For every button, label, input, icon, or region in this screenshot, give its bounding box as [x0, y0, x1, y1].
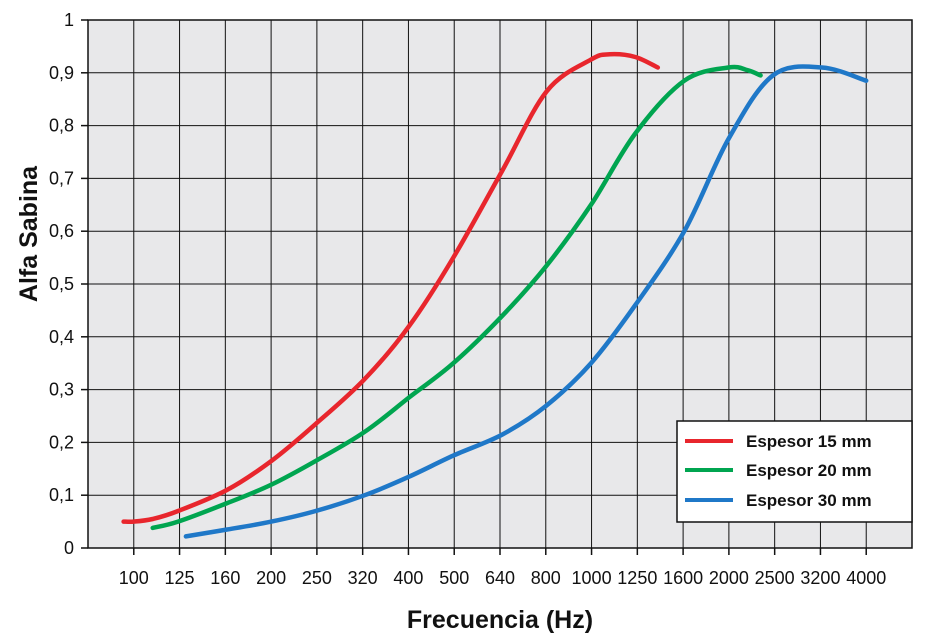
x-tick-label: 1600	[663, 568, 703, 588]
x-axis-ticks: 100 125 160 200 250 320 400 500 640 800 1000 1250 16…	[119, 548, 886, 588]
legend-label-20mm: Espesor 20 mm	[746, 461, 872, 480]
y-tick-label: 0,1	[49, 485, 74, 505]
y-tick-label: 0,4	[49, 327, 74, 347]
y-axis-ticks: 0 0,1 0,2 0,3 0,4 0,5 0,6 0,7 0,8 0,9 1	[49, 10, 88, 558]
x-tick-label: 200	[256, 568, 286, 588]
y-tick-label: 0,2	[49, 432, 74, 452]
x-tick-label: 1000	[572, 568, 612, 588]
x-axis-title: Frecuencia (Hz)	[407, 606, 593, 634]
y-tick-label: 0,9	[49, 63, 74, 83]
y-tick-label: 0,3	[49, 380, 74, 400]
x-tick-label: 3200	[800, 568, 840, 588]
x-tick-label: 800	[531, 568, 561, 588]
y-tick-label: 1	[64, 10, 74, 30]
y-tick-label: 0,6	[49, 221, 74, 241]
x-tick-label: 125	[165, 568, 195, 588]
x-tick-label: 400	[393, 568, 423, 588]
x-tick-label: 100	[119, 568, 149, 588]
y-tick-label: 0,7	[49, 168, 74, 188]
legend-label-15mm: Espesor 15 mm	[746, 432, 872, 451]
x-tick-label: 2500	[755, 568, 795, 588]
x-tick-label: 320	[348, 568, 378, 588]
series-line-espesor-20-mm	[150, 64, 763, 531]
y-tick-label: 0,5	[49, 274, 74, 294]
y-axis-title: Alfa Sabina	[15, 165, 43, 302]
legend-label-30mm: Espesor 30 mm	[746, 491, 872, 510]
legend: Espesor 15 mm Espesor 20 mm Espesor 30 m…	[676, 420, 913, 523]
series-line-espesor-15-mm	[121, 51, 661, 525]
x-tick-label: 1250	[617, 568, 657, 588]
series-line-espesor-30-mm	[183, 64, 869, 539]
x-tick-label: 160	[210, 568, 240, 588]
x-tick-label: 640	[485, 568, 515, 588]
x-tick-label: 4000	[846, 568, 886, 588]
y-tick-label: 0,8	[49, 116, 74, 136]
y-tick-label: 0	[64, 538, 74, 558]
series-layer	[121, 51, 869, 539]
x-tick-label: 250	[302, 568, 332, 588]
x-tick-label: 2000	[709, 568, 749, 588]
x-tick-label: 500	[439, 568, 469, 588]
